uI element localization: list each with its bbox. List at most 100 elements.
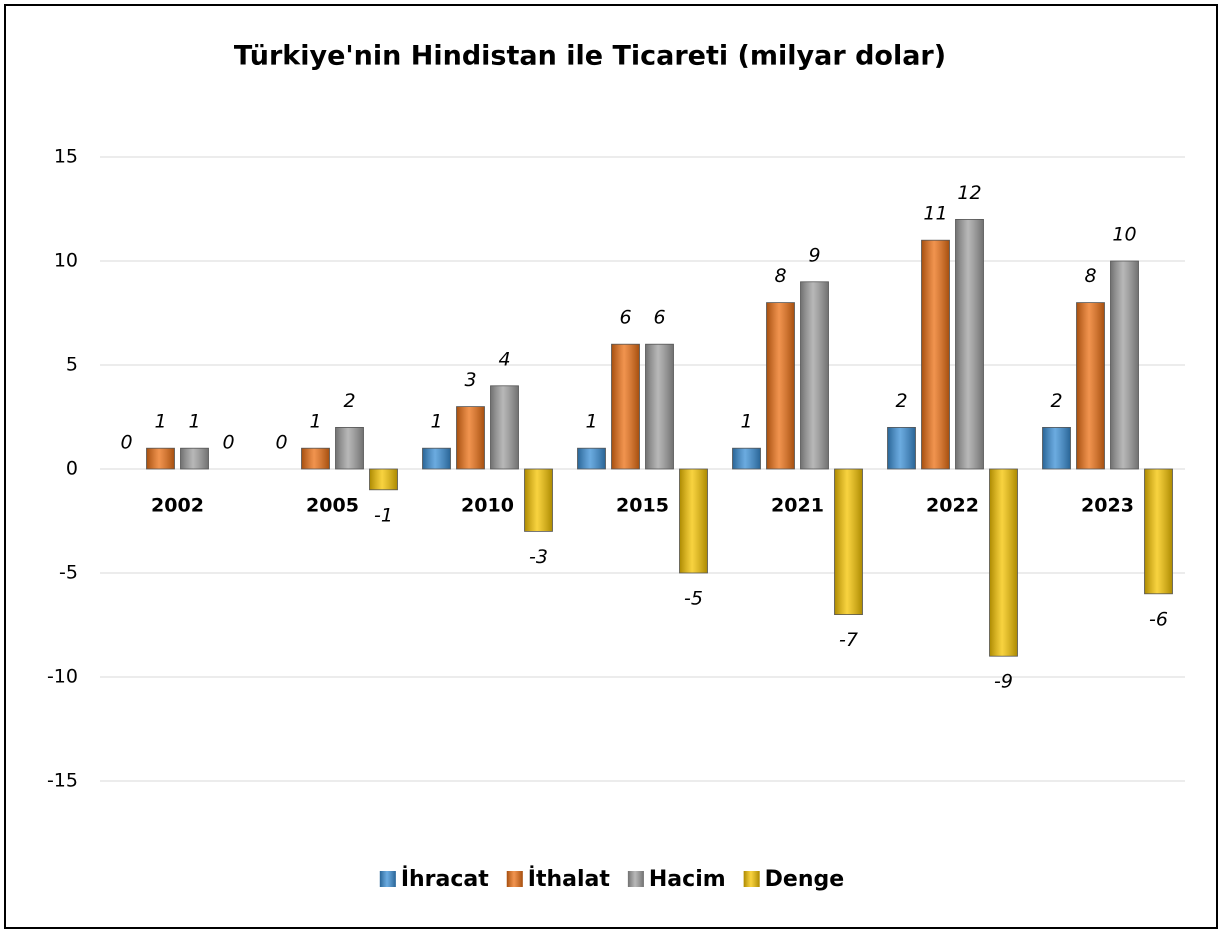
- bar-group: [577, 447, 606, 470]
- bar-shade: [1110, 261, 1139, 469]
- bar-edge: [989, 468, 1018, 657]
- x-tick-label: 2021: [771, 495, 824, 517]
- bar-edge: [335, 426, 364, 470]
- data-label: 1: [740, 411, 752, 433]
- bar-shade: [955, 219, 984, 469]
- bar-edge: [456, 406, 485, 470]
- legend-marker-shade: [506, 871, 523, 887]
- bar-edge: [800, 281, 829, 470]
- bar-shade: [577, 448, 606, 469]
- bar-shade: [1042, 427, 1071, 469]
- x-tick-label: 2010: [461, 495, 514, 517]
- data-label: 1: [188, 411, 200, 433]
- data-label: 0: [275, 432, 287, 454]
- legend-item: İthalat: [506, 866, 611, 892]
- data-label: 12: [957, 182, 981, 204]
- data-label: 0: [222, 432, 234, 454]
- data-label: 3: [464, 369, 476, 391]
- bar-group: [800, 281, 829, 470]
- bar-shade: [180, 448, 209, 469]
- bar-shade: [645, 344, 674, 469]
- bar-shade: [369, 469, 398, 490]
- bar-group: [834, 468, 863, 616]
- data-label: 2: [343, 390, 355, 412]
- legend-label: Denge: [765, 867, 845, 892]
- data-label: 11: [923, 203, 947, 225]
- y-tick-label: 10: [54, 250, 78, 272]
- bar-group: [887, 426, 916, 470]
- bar-shade: [524, 469, 553, 532]
- bar-shade: [834, 469, 863, 615]
- bar-group: [1076, 302, 1105, 470]
- data-label: 1: [154, 411, 166, 433]
- legend-marker-shade: [379, 871, 396, 887]
- bar-group: [679, 468, 708, 574]
- bar-edge: [1042, 426, 1071, 470]
- legend-marker-shade: [627, 871, 644, 887]
- bar-shade: [611, 344, 640, 469]
- bar-edge: [524, 468, 553, 532]
- data-label: 0: [120, 432, 132, 454]
- bar-shade: [800, 281, 829, 469]
- legend-label: İthalat: [528, 866, 611, 892]
- data-label: 8: [1084, 265, 1096, 287]
- bar-edge: [921, 239, 950, 470]
- legend-label: Hacim: [649, 867, 726, 892]
- bar-edge: [180, 447, 209, 470]
- bar-group: [645, 343, 674, 470]
- data-label: 1: [585, 411, 597, 433]
- bar-edge: [887, 426, 916, 470]
- data-label: 4: [498, 348, 510, 370]
- bar-shade: [921, 240, 950, 469]
- x-tick-label: 2002: [151, 495, 204, 517]
- data-label: -7: [839, 629, 858, 651]
- bar-group: [146, 447, 175, 470]
- bar-edge: [834, 468, 863, 616]
- bar-shade: [422, 448, 451, 469]
- bar-edge: [301, 447, 330, 470]
- x-tick-label: 2023: [1081, 495, 1134, 517]
- x-tick-label: 2022: [926, 495, 979, 517]
- bar-shade: [887, 427, 916, 469]
- data-label: -9: [994, 671, 1013, 693]
- bar-edge: [766, 302, 795, 470]
- bar-group: [955, 218, 984, 470]
- y-tick-label: -10: [47, 666, 78, 688]
- data-label: -3: [529, 546, 548, 568]
- bar-shade: [732, 448, 761, 469]
- data-label: -6: [1149, 608, 1168, 630]
- y-tick-label: -5: [59, 562, 78, 584]
- data-label: -5: [684, 588, 703, 610]
- bar-group: [524, 468, 553, 532]
- bar-edge: [611, 343, 640, 470]
- bar-edge: [1144, 468, 1173, 595]
- data-label: 1: [430, 411, 442, 433]
- data-label: 1: [309, 411, 321, 433]
- x-tick-label: 2015: [616, 495, 669, 517]
- data-label: 8: [774, 265, 786, 287]
- bar-edge: [490, 385, 519, 470]
- legend-marker-shade: [743, 871, 760, 887]
- bar-edge: [1110, 260, 1139, 470]
- bar-group: [611, 343, 640, 470]
- bar-edge: [732, 447, 761, 470]
- bar-group: [490, 385, 519, 470]
- legend-item: Denge: [743, 867, 845, 892]
- x-tick-label: 2005: [306, 495, 359, 517]
- legend-item: İhracat: [379, 866, 489, 892]
- bar-shade: [146, 448, 175, 469]
- bar-edge: [146, 447, 175, 470]
- bar-group: [766, 302, 795, 470]
- bar-shade: [490, 385, 519, 469]
- bar-edge: [369, 468, 398, 491]
- y-tick-label: -15: [47, 770, 78, 792]
- bar-group: [989, 468, 1018, 657]
- bar-edge: [1076, 302, 1105, 470]
- bar-shade: [766, 302, 795, 469]
- bar-group: [1144, 468, 1173, 595]
- data-label: -1: [374, 504, 393, 526]
- y-tick-label: 0: [66, 458, 78, 480]
- bar-shade: [1144, 469, 1173, 594]
- data-label: 2: [1050, 390, 1062, 412]
